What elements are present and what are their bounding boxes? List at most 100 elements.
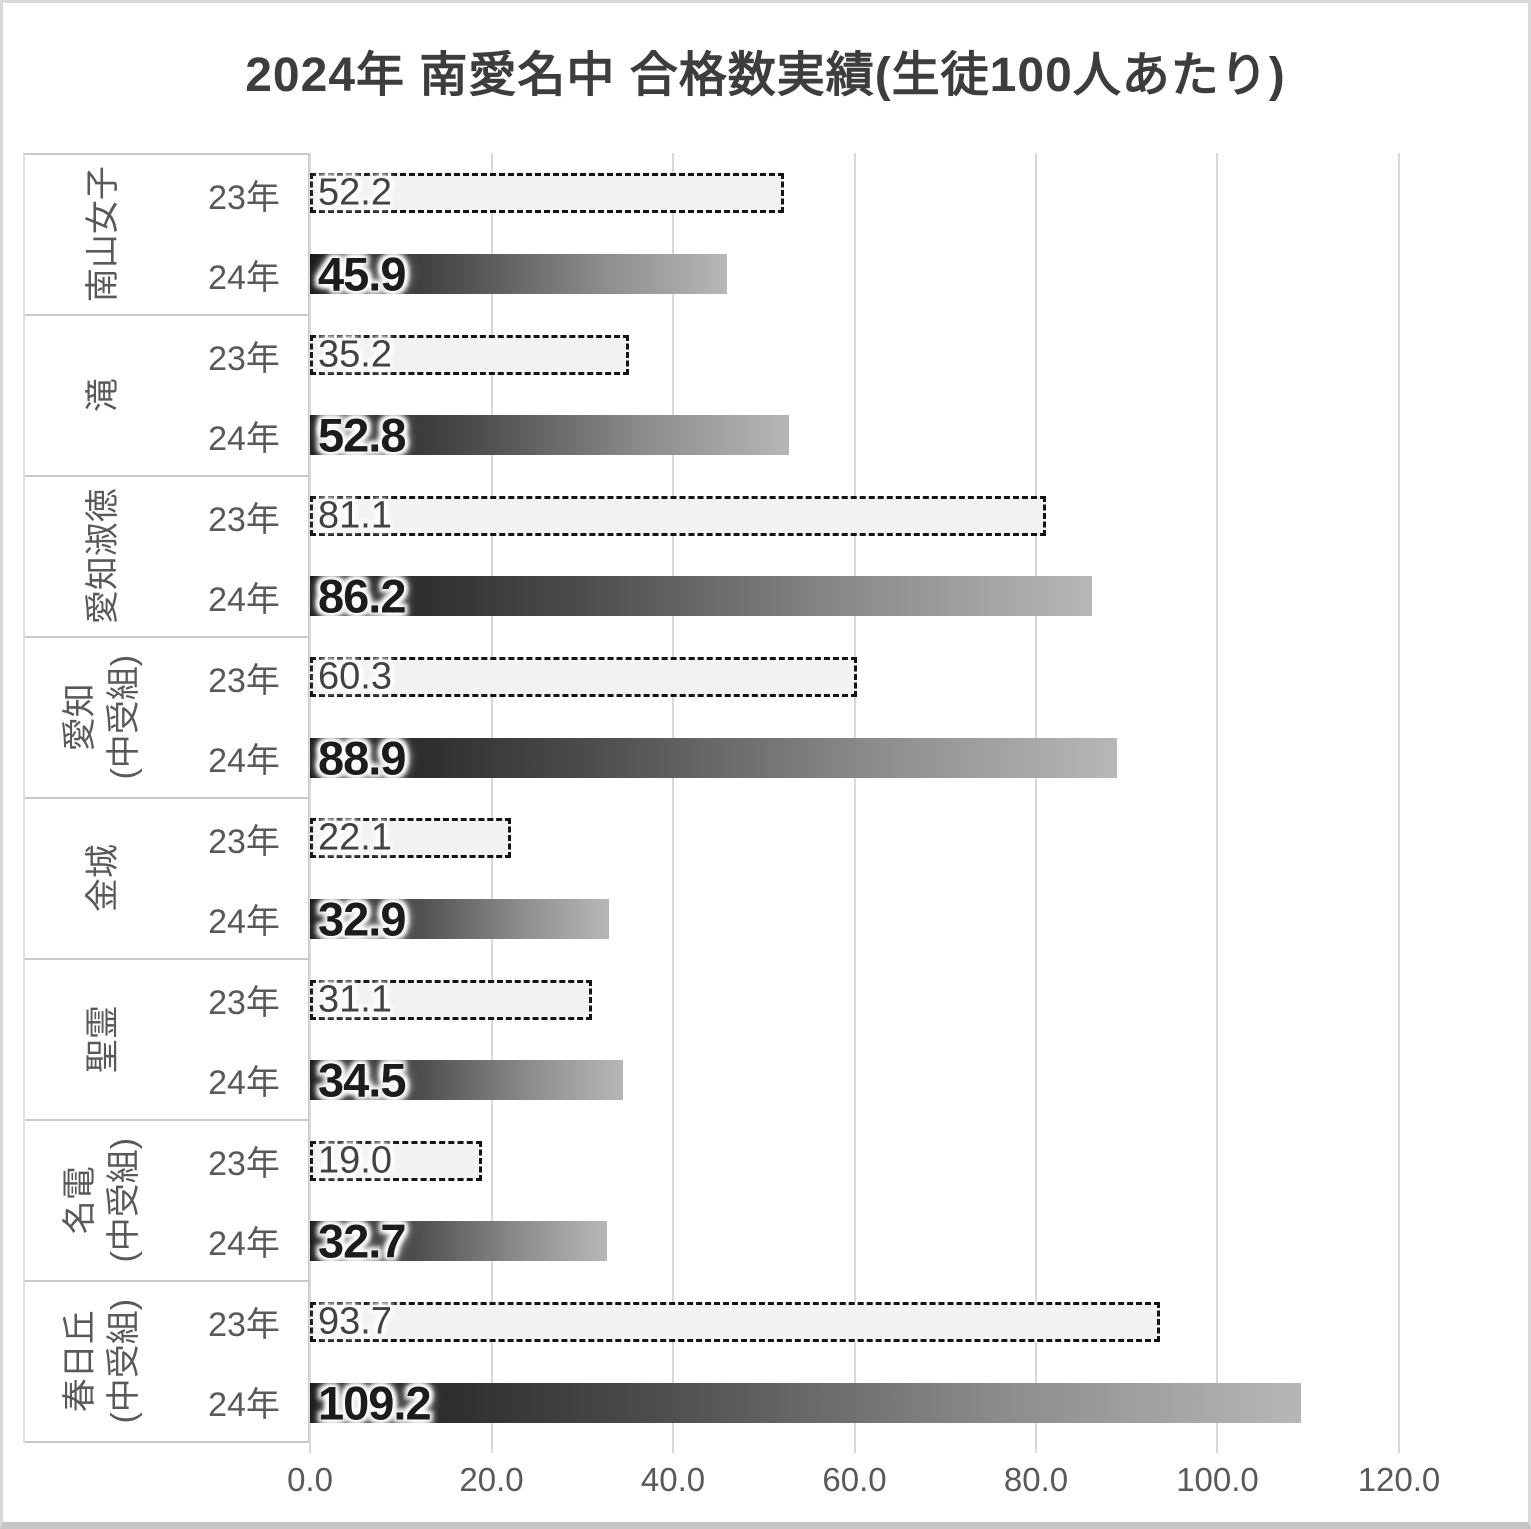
school-cell: 聖霊 — [25, 960, 180, 1119]
bar-23 — [310, 818, 511, 859]
school-cell: 南山女子 — [25, 155, 180, 314]
bar-row: 52.8 — [310, 395, 1399, 476]
year-label: 24年 — [208, 1063, 280, 1102]
year-label: 24年 — [208, 741, 280, 780]
year-label: 23年 — [208, 984, 280, 1023]
bar-24 — [310, 1221, 607, 1262]
bar-row: 32.7 — [310, 1201, 1399, 1282]
school-label: 春日丘 (中受組) — [61, 1299, 144, 1424]
bar-23 — [310, 495, 1046, 536]
year-label: 24年 — [208, 1224, 280, 1263]
category-group: 滝 23年 24年 — [25, 316, 308, 477]
gridline — [309, 153, 311, 1453]
year-label: 23年 — [208, 1306, 280, 1345]
category-group: 愛知 (中受組) 23年 24年 — [25, 638, 308, 799]
category-group: 金城 23年 24年 — [25, 799, 308, 960]
year-label: 23年 — [208, 1145, 280, 1184]
bar-value-label: 52.8 — [318, 408, 406, 462]
bar-row: 35.2 — [310, 314, 1399, 395]
gridline — [671, 153, 674, 1453]
bar-row: 19.0 — [310, 1121, 1399, 1202]
bar-value-label: 93.7 — [318, 1300, 392, 1343]
bar-value-label: 60.3 — [318, 655, 392, 698]
x-axis-tick-label: 0.0 — [287, 1461, 333, 1498]
bar-row: 93.7 — [310, 1282, 1399, 1363]
x-axis-tick-label: 20.0 — [459, 1461, 524, 1498]
bar-23 — [310, 1140, 483, 1181]
school-cell: 金城 — [25, 799, 180, 958]
bar-row: 60.3 — [310, 637, 1399, 718]
school-label: 滝 — [83, 378, 122, 413]
gridline — [1398, 153, 1400, 1453]
year-label: 23年 — [208, 823, 280, 862]
school-cell: 春日丘 (中受組) — [25, 1282, 180, 1441]
category-group: 南山女子 23年 24年 — [25, 155, 308, 316]
bar-value-label: 45.9 — [318, 247, 406, 301]
school-cell: 愛知 (中受組) — [25, 638, 180, 797]
bar-24 — [310, 737, 1117, 778]
bar-row: 34.5 — [310, 1040, 1399, 1121]
bar-value-label: 31.1 — [318, 978, 392, 1021]
bar-row: 31.1 — [310, 959, 1399, 1040]
category-group: 名電 (中受組) 23年 24年 — [25, 1121, 308, 1282]
category-group: 春日丘 (中受組) 23年 24年 — [25, 1282, 308, 1443]
year-column: 23年 24年 — [180, 638, 308, 797]
plot-area: 52.2 45.9 35.2 52.8 81.1 86.2 60.3 8 — [309, 153, 1400, 1453]
bar-23 — [310, 173, 784, 214]
year-label: 23年 — [208, 501, 280, 540]
x-axis-tick-label: 120.0 — [1357, 1461, 1441, 1498]
year-label: 23年 — [208, 179, 280, 218]
x-axis-tick-label: 60.0 — [822, 1461, 887, 1498]
year-label: 24年 — [208, 1385, 280, 1424]
bar-value-label: 35.2 — [318, 333, 392, 376]
bar-row: 86.2 — [310, 556, 1399, 637]
year-column: 23年 24年 — [180, 960, 308, 1119]
bar-value-label: 22.1 — [318, 816, 392, 859]
bar-value-label: 81.1 — [318, 494, 392, 537]
bar-23 — [310, 1302, 1161, 1343]
bar-23 — [310, 979, 593, 1020]
bar-24 — [310, 576, 1093, 617]
year-column: 23年 24年 — [180, 1121, 308, 1280]
bar-23 — [310, 657, 858, 698]
year-label: 24年 — [208, 419, 280, 458]
x-axis-tick-label: 100.0 — [1176, 1461, 1259, 1498]
bar-24 — [310, 898, 609, 939]
year-label: 23年 — [208, 340, 280, 379]
category-axis: 南山女子 23年 24年 滝 23年 24年 愛知淑徳 23年 24年 愛知 (… — [23, 153, 310, 1443]
year-column: 23年 24年 — [180, 799, 308, 958]
bar-row: 45.9 — [310, 234, 1399, 315]
bar-row: 88.9 — [310, 717, 1399, 798]
year-label: 24年 — [208, 902, 280, 941]
gridline — [853, 153, 856, 1453]
bar-row: 52.2 — [310, 153, 1399, 234]
bar-value-label: 52.2 — [318, 171, 392, 214]
chart-title: 2024年 南愛名中 合格数実績(生徒100人あたり) — [245, 49, 1286, 102]
category-group: 聖霊 23年 24年 — [25, 960, 308, 1121]
year-column: 23年 24年 — [180, 155, 308, 314]
gridline — [1216, 153, 1219, 1453]
bar-value-label: 32.9 — [318, 892, 406, 946]
bar-24 — [310, 1382, 1301, 1423]
school-cell: 名電 (中受組) — [25, 1121, 180, 1280]
bar-24 — [310, 1060, 624, 1101]
year-label: 24年 — [208, 258, 280, 297]
x-axis-tick-label: 40.0 — [640, 1461, 706, 1498]
school-label: 愛知淑徳 — [83, 488, 122, 625]
x-axis-tick-label: 80.0 — [1003, 1461, 1069, 1498]
year-label: 24年 — [208, 580, 280, 619]
school-label: 愛知 (中受組) — [61, 655, 144, 780]
bar-value-label: 88.9 — [318, 731, 406, 785]
year-column: 23年 24年 — [180, 477, 308, 636]
category-group: 愛知淑徳 23年 24年 — [25, 477, 308, 638]
bar-value-label: 86.2 — [318, 569, 406, 623]
year-column: 23年 24年 — [180, 316, 308, 475]
year-label: 23年 — [208, 662, 280, 701]
gridline — [490, 153, 493, 1453]
gridline — [1035, 153, 1037, 1453]
year-column: 23年 24年 — [180, 1282, 308, 1441]
bar-value-label: 19.0 — [318, 1139, 392, 1182]
school-cell: 愛知淑徳 — [25, 477, 180, 636]
bar-24 — [310, 253, 727, 294]
